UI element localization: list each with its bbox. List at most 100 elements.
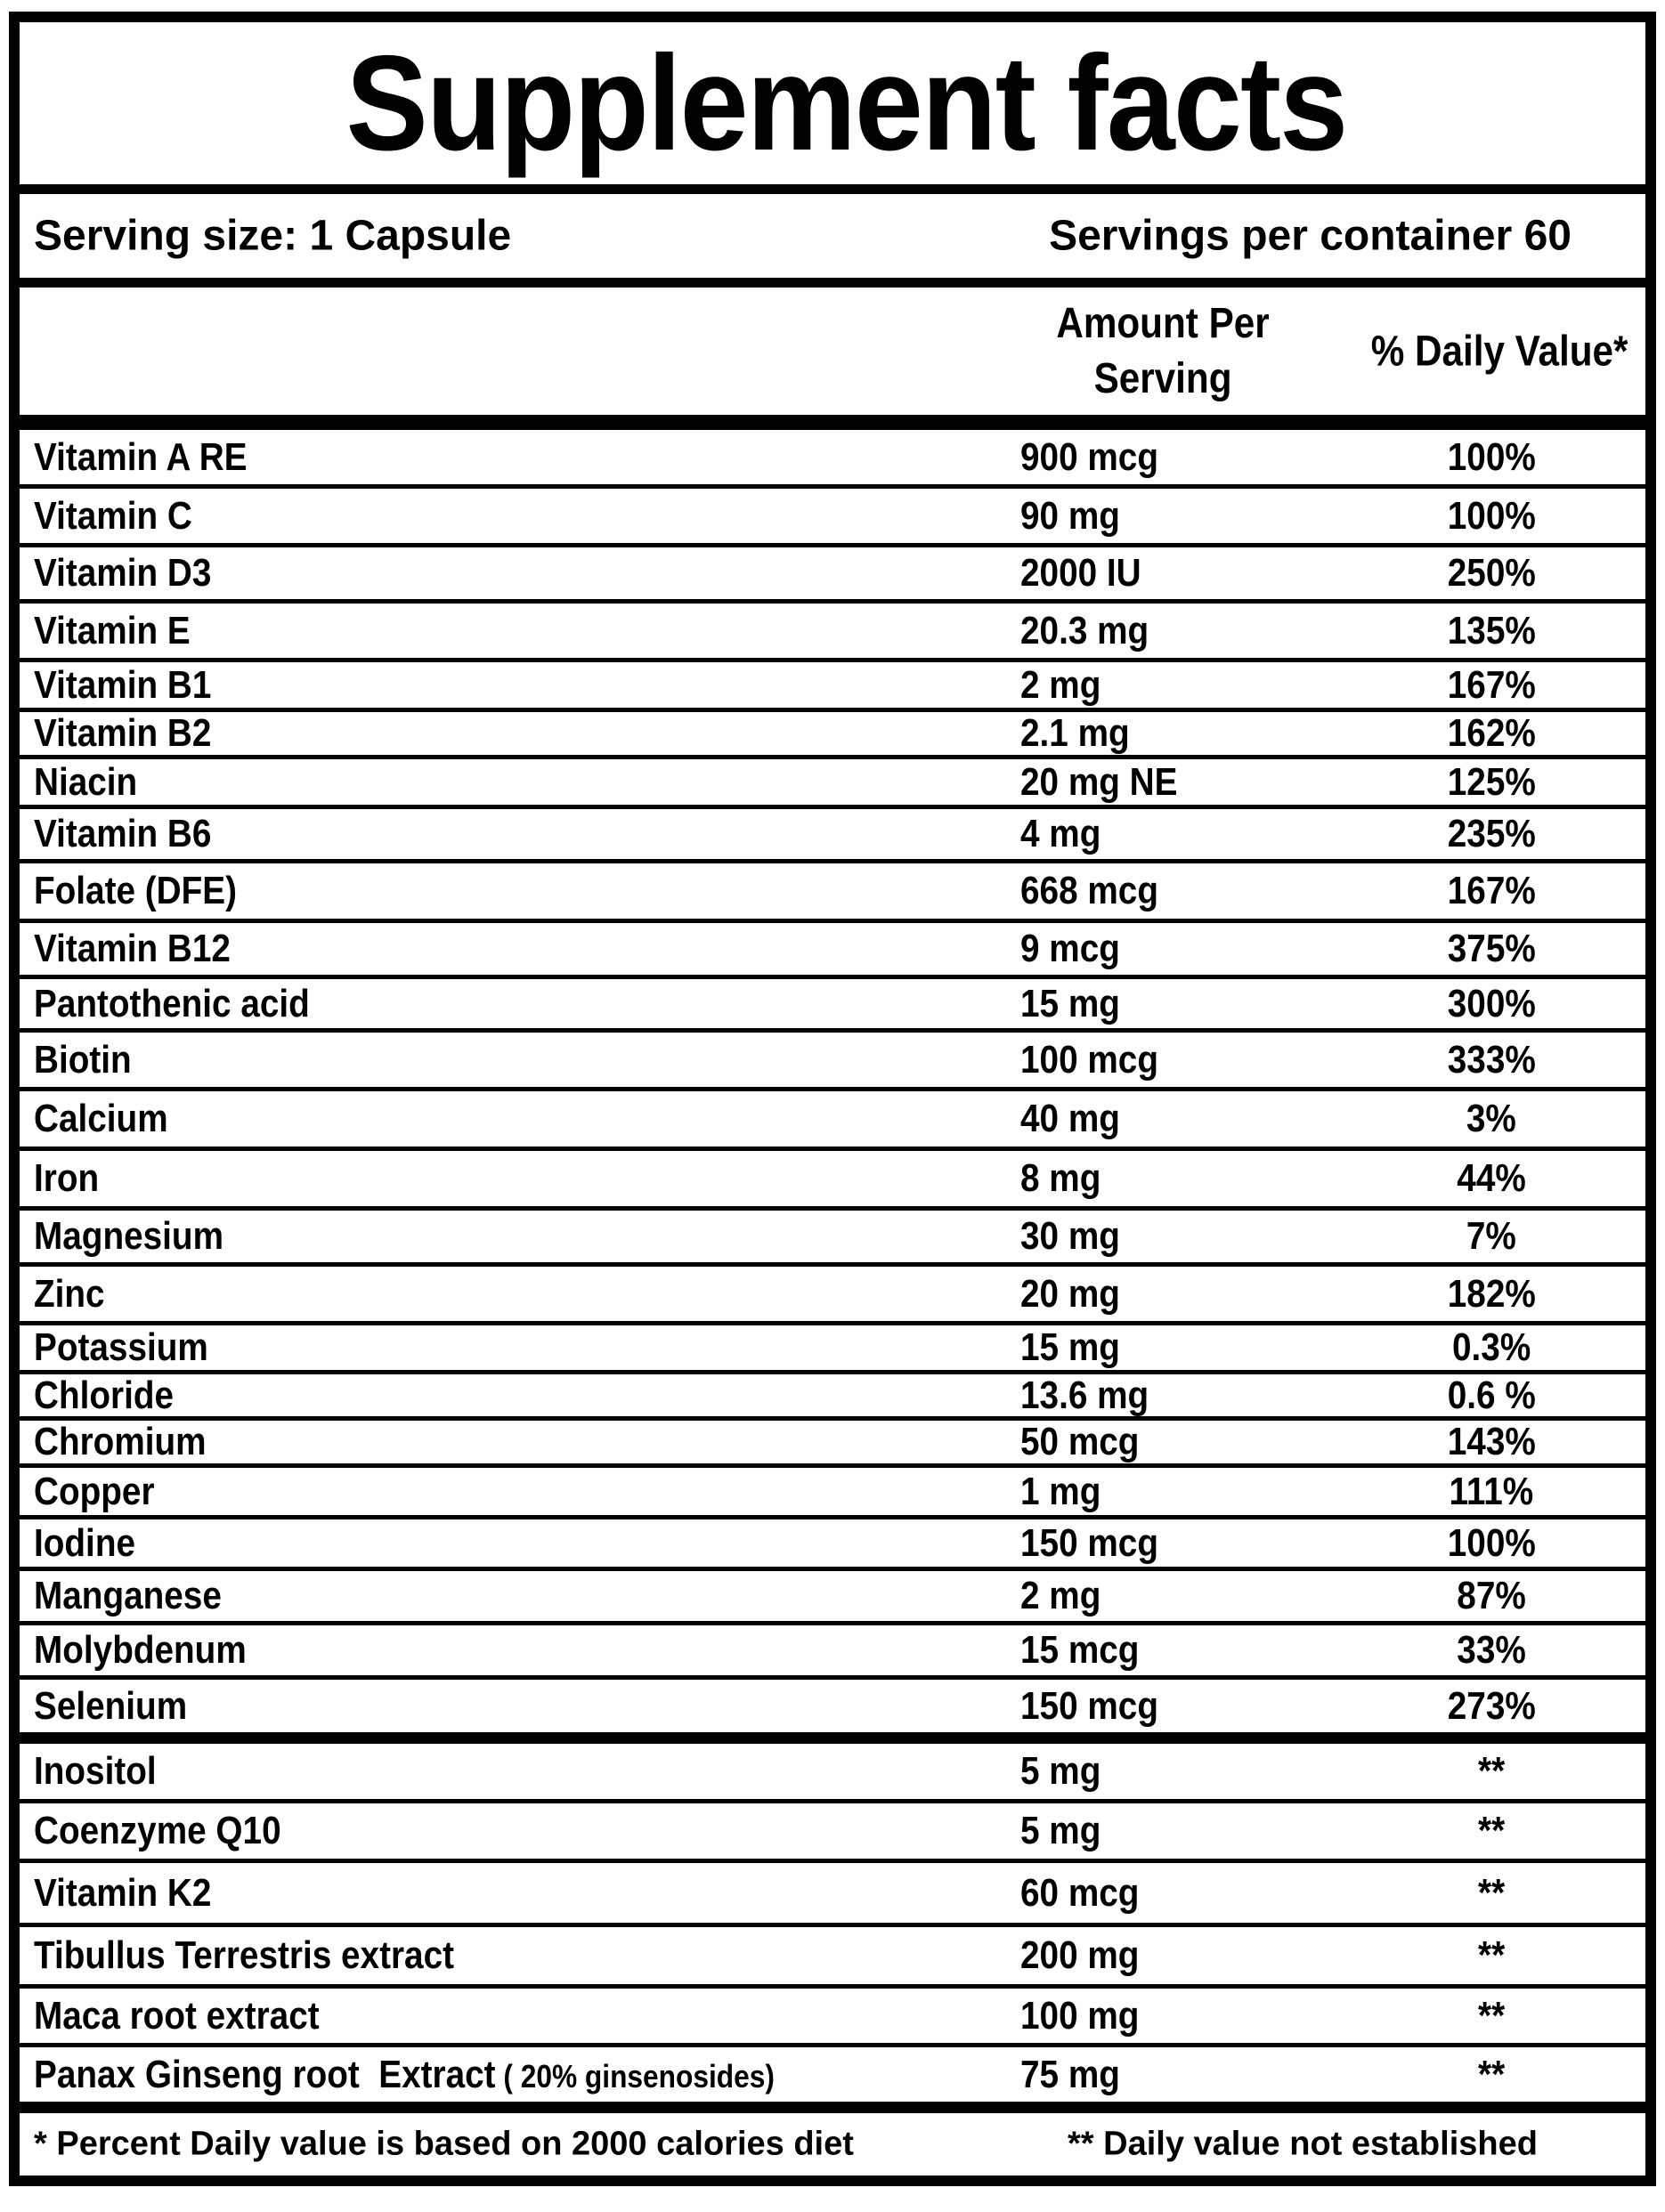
nutrient-amount: 40 mg	[1020, 1097, 1120, 1140]
nutrient-daily-value: 167%	[1447, 662, 1536, 707]
nutrient-amount: 900 mcg	[1020, 434, 1158, 479]
nutrient-name: Niacin	[34, 759, 138, 804]
nutrient-amount: 15 mg	[1020, 1325, 1120, 1369]
nutrient-row: Maca root extract 100 mg **	[20, 1989, 1645, 2047]
nutrient-amount: 668 mcg	[1020, 869, 1158, 912]
nutrient-row: Folate (DFE) 668 mcg 167%	[20, 863, 1645, 923]
nutrient-row: Coenzyme Q10 5 mg **	[20, 1803, 1645, 1863]
serving-info-row: Serving size: 1 Capsule Servings per con…	[20, 194, 1645, 288]
nutrient-name: Inositol	[34, 1749, 157, 1793]
title-box: Supplement facts	[20, 22, 1645, 194]
nutrient-daily-value: 375%	[1447, 927, 1536, 970]
nutrient-daily-value: 250%	[1447, 551, 1536, 595]
nutrient-daily-value: **	[1477, 1870, 1506, 1915]
footnote-not-established: ** Daily value not established	[1068, 2125, 1538, 2163]
nutrient-name: Zinc	[34, 1271, 105, 1316]
nutrient-name: Vitamin E	[34, 608, 191, 652]
nutrient-amount: 100 mcg	[1020, 1037, 1158, 1082]
nutrient-row: Iodine 150 mcg 100%	[20, 1519, 1645, 1571]
nutrient-name: Biotin	[34, 1037, 132, 1082]
nutrient-daily-value: 100%	[1447, 434, 1536, 479]
nutrient-row: Selenium 150 mcg 273%	[20, 1680, 1645, 1732]
nutrient-row: Vitamin B2 2.1 mg 162%	[20, 711, 1645, 759]
nutrient-amount: 5 mg	[1020, 1809, 1101, 1852]
nutrient-amount: 13.6 mg	[1020, 1373, 1149, 1417]
nutrient-daily-value: 333%	[1447, 1037, 1536, 1082]
nutrient-row: Vitamin B1 2 mg 167%	[20, 662, 1645, 712]
nutrient-row: Vitamin C 90 mg 100%	[20, 489, 1645, 547]
nutrient-daily-value: 0.6 %	[1447, 1373, 1536, 1417]
nutrient-amount: 90 mg	[1020, 493, 1120, 538]
nutrient-row: Vitamin D3 2000 IU 250%	[20, 547, 1645, 604]
nutrient-daily-value: 125%	[1447, 759, 1536, 804]
nutrient-amount: 5 mg	[1020, 1749, 1101, 1793]
nutrient-amount: 9 mcg	[1020, 927, 1120, 970]
nutrient-name: Magnesium	[34, 1214, 224, 1258]
nutrient-name: Iron	[34, 1156, 100, 1200]
nutrient-row: Tibullus Terrestris extract 200 mg **	[20, 1927, 1645, 1989]
nutrient-amount: 4 mg	[1020, 812, 1101, 855]
nutrient-daily-value: 44%	[1457, 1156, 1526, 1200]
nutrient-name: Vitamin D3	[34, 551, 212, 595]
nutrient-row: Vitamin B12 9 mcg 375%	[20, 923, 1645, 979]
page-title: Supplement facts	[345, 27, 1348, 179]
supplement-facts-panel: Supplement facts Serving size: 1 Capsule…	[9, 12, 1656, 2186]
nutrient-name: Maca root extract	[34, 1993, 320, 2038]
nutrient-row: Copper 1 mg 111%	[20, 1468, 1645, 1519]
nutrient-name: Coenzyme Q10	[34, 1809, 281, 1852]
nutrient-amount: 2 mg	[1020, 662, 1101, 707]
nutrient-name: Chloride	[34, 1373, 175, 1417]
nutrient-amount: 20 mg NE	[1020, 759, 1178, 804]
nutrient-name: Molybdenum	[34, 1628, 247, 1672]
nutrient-amount: 1 mg	[1020, 1469, 1101, 1513]
nutrient-daily-value: 182%	[1447, 1271, 1536, 1316]
servings-per-container-text: Servings per container 60	[1049, 212, 1572, 260]
nutrient-row: Niacin 20 mg NE 125%	[20, 759, 1645, 809]
nutrient-row: Manganese 2 mg 87%	[20, 1571, 1645, 1625]
nutrient-name: Copper	[34, 1469, 155, 1513]
nutrient-row: Vitamin A RE 900 mcg 100%	[20, 430, 1645, 489]
nutrient-table-main: Vitamin A RE 900 mcg 100% Vitamin C 90 m…	[20, 430, 1645, 1744]
nutrient-amount: 15 mg	[1020, 981, 1120, 1025]
nutrient-amount: 2000 IU	[1020, 551, 1141, 595]
footnote-row: * Percent Daily value is based on 2000 c…	[20, 2113, 1645, 2176]
nutrient-daily-value: 7%	[1466, 1214, 1516, 1258]
nutrient-amount: 2 mg	[1020, 1574, 1101, 1617]
nutrient-name-note: ( 20% ginsenosides)	[495, 2057, 775, 2095]
column-header-amount: Amount Per Serving	[1056, 299, 1270, 402]
nutrient-daily-value: 33%	[1457, 1628, 1526, 1672]
nutrient-name: Vitamin B12	[34, 927, 231, 970]
nutrient-amount: 150 mcg	[1020, 1683, 1158, 1728]
nutrient-name: Selenium	[34, 1683, 188, 1728]
nutrient-row: Magnesium 30 mg 7%	[20, 1211, 1645, 1267]
nutrient-name: Chromium	[34, 1420, 207, 1463]
nutrient-name: Vitamin K2	[34, 1870, 212, 1915]
nutrient-name: Tibullus Terrestris extract	[34, 1933, 454, 1977]
nutrient-row: Panax Ginseng root Extract ( 20% ginseno…	[20, 2047, 1645, 2102]
nutrient-row: Chloride 13.6 mg 0.6 %	[20, 1373, 1645, 1421]
nutrient-name: Manganese	[34, 1574, 222, 1617]
nutrient-row: Calcium 40 mg 3%	[20, 1091, 1645, 1151]
column-header-daily-value: % Daily Value*	[1370, 328, 1628, 375]
nutrient-daily-value: 273%	[1447, 1683, 1536, 1728]
nutrient-daily-value: 3%	[1466, 1097, 1516, 1140]
nutrient-row: Pantothenic acid 15 mg 300%	[20, 979, 1645, 1033]
nutrient-daily-value: 0.3%	[1451, 1325, 1531, 1369]
nutrient-daily-value: **	[1477, 1809, 1506, 1852]
nutrient-daily-value: 167%	[1447, 869, 1536, 912]
nutrient-daily-value: **	[1477, 1933, 1506, 1977]
nutrient-name: Vitamin B2	[34, 711, 212, 755]
nutrient-daily-value: 111%	[1449, 1469, 1534, 1513]
nutrient-row: Vitamin E 20.3 mg 135%	[20, 604, 1645, 662]
nutrient-amount: 8 mg	[1020, 1156, 1101, 1200]
nutrient-daily-value: 235%	[1447, 812, 1536, 855]
nutrient-name: Vitamin A RE	[34, 434, 248, 479]
nutrient-amount: 150 mcg	[1020, 1520, 1158, 1565]
nutrient-daily-value: 100%	[1447, 1520, 1536, 1565]
serving-size-text: Serving size: 1 Capsule	[34, 212, 512, 260]
nutrient-name: Iodine	[34, 1520, 136, 1565]
nutrient-row: Biotin 100 mcg 333%	[20, 1033, 1645, 1091]
nutrient-daily-value: 143%	[1447, 1420, 1536, 1463]
nutrient-daily-value: 135%	[1447, 608, 1536, 652]
